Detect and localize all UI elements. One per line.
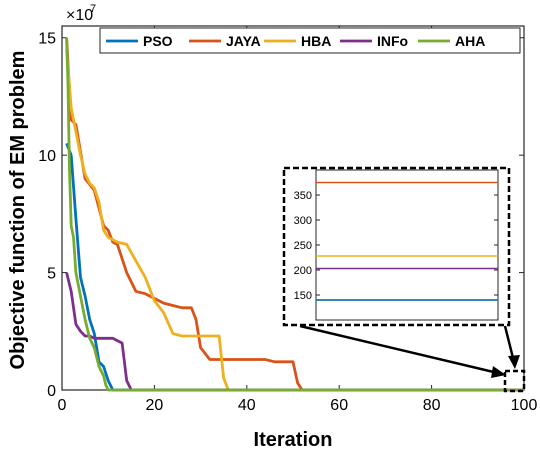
y-tick-label: 0: [47, 383, 56, 400]
zoom-arrowhead-left: [491, 366, 506, 378]
inset-y-tick-label: 250: [294, 240, 312, 252]
x-tick-label: 100: [511, 397, 538, 414]
inset-frame: [282, 166, 511, 327]
inset-y-tick-label: 150: [294, 290, 312, 302]
series-layer: [65, 37, 524, 392]
legend: PSO JAYA HBA INFo AHA: [99, 27, 521, 54]
inset-y-tick-label: 300: [294, 215, 312, 227]
legend-label-hba: HBA: [301, 33, 331, 49]
legend-label-pso: PSO: [143, 33, 173, 49]
y-tick-label: 10: [38, 148, 56, 165]
y-tick-label: 15: [38, 31, 56, 48]
series-line-pso: [65, 142, 524, 392]
y-exponent-label: 7: [90, 3, 96, 15]
inset-y-tick-label: 350: [294, 190, 312, 202]
legend-label-jaya: JAYA: [226, 33, 261, 49]
y-tick-label: 5: [47, 266, 56, 283]
x-axis-label: Iteration: [254, 429, 333, 451]
x-tick-label: 20: [146, 397, 164, 414]
zoom-arrow-left: [299, 324, 503, 376]
zoom-arrowhead-right: [508, 355, 520, 369]
y-multiplier-label: ×10: [66, 7, 93, 24]
series-line-info: [65, 272, 524, 392]
x-tick-label: 80: [423, 397, 441, 414]
zoom-region-box: [503, 369, 526, 393]
inset-y-tick-label: 200: [294, 265, 312, 277]
legend-label-info: INFo: [377, 33, 408, 49]
x-tick-label: 60: [330, 397, 348, 414]
series-line-hba: [65, 49, 524, 392]
inset-layer: 150 200 250 300 350: [294, 181, 498, 302]
y-axis-label: Objective function of EM problem: [7, 51, 29, 370]
legend-label-aha: AHA: [455, 33, 485, 49]
axis-ticks: 0 20 40 60 80 100 0 5 10 15: [38, 26, 537, 414]
series-line-aha: [65, 37, 524, 392]
x-tick-label: 0: [58, 397, 67, 414]
x-tick-label: 40: [238, 397, 256, 414]
